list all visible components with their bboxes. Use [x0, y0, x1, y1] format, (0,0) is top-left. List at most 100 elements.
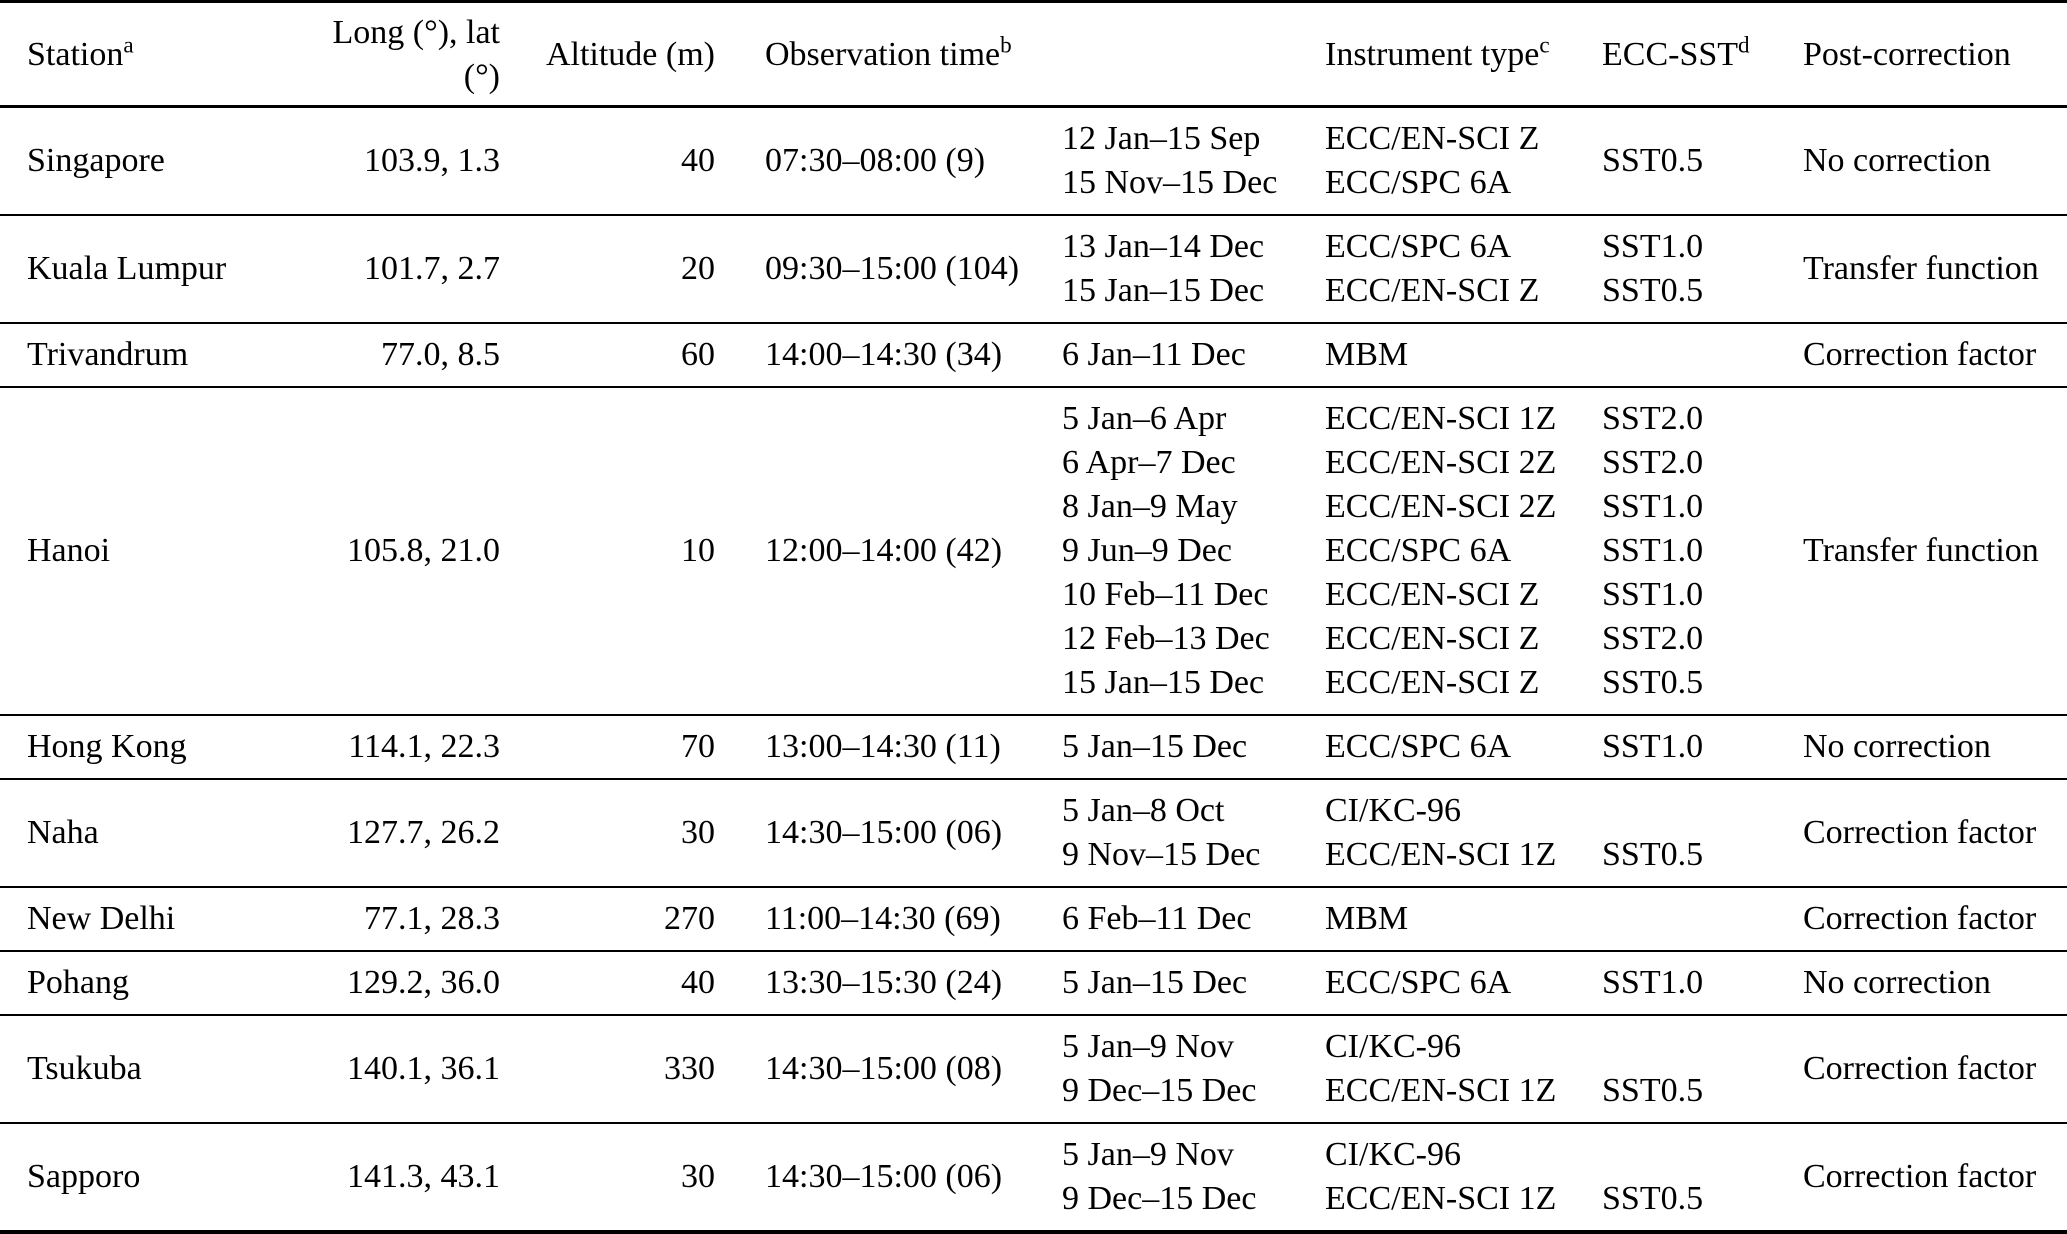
period-list: 12 Jan–15 Sep 15 Nov–15 Dec — [1062, 117, 1325, 205]
station-name: Kuala Lumpur — [27, 250, 227, 287]
cell-line — [1602, 897, 1803, 941]
cell-line: ECC/EN-SCI Z — [1325, 664, 1540, 701]
cell-line: 5 Jan–15 Dec — [1062, 728, 1248, 765]
header-post-correction: Post-correction — [1803, 33, 2067, 77]
station-name: Hanoi — [27, 532, 111, 569]
longlat-value: 127.7, 26.2 — [347, 814, 500, 851]
altitude-value: 20 — [681, 250, 715, 287]
footnote-marker-b: b — [1000, 32, 1012, 59]
period-list: 5 Jan–15 Dec — [1062, 725, 1325, 769]
header-instrument: Instrument typec — [1325, 33, 1602, 77]
cell-line: MBM — [1325, 900, 1409, 937]
post-correction-value: Transfer function — [1803, 532, 2039, 569]
altitude-value: 40 — [681, 142, 715, 179]
ecc-sst-value: SST0.5 — [1602, 142, 1704, 179]
header-longlat-label: Long (°), lat (°) — [332, 14, 501, 95]
ecc-sst-list: SST1.0 SST0.5 — [1602, 225, 1803, 313]
header-station-label: Station — [27, 36, 124, 73]
cell-line: SST0.5 — [1602, 1180, 1704, 1217]
cell-line: SST1.0 — [1602, 576, 1704, 613]
cell-line: CI/KC-96 — [1325, 1136, 1461, 1173]
cell-line: SST2.0 — [1602, 400, 1704, 437]
post-correction-value: No correction — [1803, 728, 1991, 765]
cell-line: ECC/SPC 6A — [1325, 164, 1512, 201]
altitude-value: 330 — [664, 1050, 715, 1087]
observation-time-value: 13:00–14:30 (11) — [765, 728, 1001, 765]
cell-line: CI/KC-96 — [1325, 792, 1461, 829]
altitude-value: 270 — [664, 900, 715, 937]
station-name: Trivandrum — [27, 336, 189, 373]
cell-line: 15 Jan–15 Dec — [1062, 272, 1265, 309]
header-ecc-sst-label: ECC-SST — [1602, 36, 1739, 73]
cell-line: ECC/SPC 6A — [1325, 228, 1512, 265]
cell-line: 5 Jan–15 Dec — [1062, 964, 1248, 1001]
ecc-sst-list: SST0.5 — [1602, 1025, 1803, 1113]
longlat-value: 141.3, 43.1 — [347, 1158, 500, 1195]
header-altitude-label: Altitude (m) — [545, 36, 715, 73]
observation-time-value: 11:00–14:30 (69) — [765, 900, 1001, 937]
cell-line: ECC/EN-SCI 1Z — [1325, 1180, 1557, 1217]
cell-line: ECC/EN-SCI Z — [1325, 120, 1540, 157]
cell-line: SST2.0 — [1602, 444, 1704, 481]
cell-line: SST1.0 — [1602, 488, 1704, 525]
cell-line: 9 Nov–15 Dec — [1062, 836, 1261, 873]
observation-time-value: 13:30–15:30 (24) — [765, 964, 1003, 1001]
cell-line: 9 Dec–15 Dec — [1062, 1180, 1257, 1217]
cell-line: SST0.5 — [1602, 1072, 1704, 1109]
ecc-sst-list: SST1.0 — [1602, 725, 1803, 769]
cell-line: SST1.0 — [1602, 228, 1704, 265]
instrument-list: CI/KC-96 ECC/EN-SCI 1Z — [1325, 1025, 1602, 1113]
header-instrument-label: Instrument type — [1325, 36, 1540, 73]
ecc-sst-list: SST1.0 — [1602, 961, 1803, 1005]
altitude-value: 10 — [681, 532, 715, 569]
station-name: New Delhi — [27, 900, 176, 937]
period-list: 13 Jan–14 Dec 15 Jan–15 Dec — [1062, 225, 1325, 313]
footnote-marker-d: d — [1738, 32, 1750, 59]
cell-line: ECC/EN-SCI 1Z — [1325, 400, 1557, 437]
header-altitude: Altitude (m) — [500, 33, 715, 77]
instrument-list: MBM — [1325, 897, 1602, 941]
station-name: Singapore — [27, 142, 165, 179]
table-row: Singapore 103.9, 1.3 40 07:30–08:00 (9) … — [0, 108, 2067, 214]
ecc-sst-list — [1602, 897, 1803, 941]
table-row: Tsukuba 140.1, 36.1 330 14:30–15:00 (08)… — [0, 1014, 2067, 1122]
post-correction-value: Correction factor — [1803, 336, 2037, 373]
station-name: Hong Kong — [27, 728, 187, 765]
cell-line: ECC/EN-SCI 1Z — [1325, 836, 1557, 873]
header-ecc-sst: ECC-SSTd — [1602, 33, 1803, 77]
footnote-marker-c: c — [1539, 32, 1550, 59]
station-name: Pohang — [27, 964, 129, 1001]
cell-line: 5 Jan–9 Nov — [1062, 1136, 1234, 1173]
table-row: Hong Kong 114.1, 22.3 70 13:00–14:30 (11… — [0, 714, 2067, 778]
observation-time-value: 14:30–15:00 (06) — [765, 814, 1003, 851]
observation-time-value: 14:30–15:00 (08) — [765, 1050, 1003, 1087]
cell-line: 6 Jan–11 Dec — [1062, 336, 1246, 373]
cell-line — [1602, 1025, 1803, 1069]
cell-line: SST0.5 — [1602, 836, 1704, 873]
cell-line: CI/KC-96 — [1325, 1028, 1461, 1065]
cell-line: ECC/EN-SCI 2Z — [1325, 488, 1557, 525]
observation-time-value: 14:00–14:30 (34) — [765, 336, 1003, 373]
post-correction-value: No correction — [1803, 964, 1991, 1001]
cell-line: ECC/SPC 6A — [1325, 532, 1512, 569]
ecc-sst-list: SST0.5 — [1602, 117, 1803, 205]
header-station: Stationa — [0, 33, 330, 77]
period-list: 5 Jan–9 Nov 9 Dec–15 Dec — [1062, 1025, 1325, 1113]
period-list: 6 Jan–11 Dec — [1062, 333, 1325, 377]
table-row: Kuala Lumpur 101.7, 2.7 20 09:30–15:00 (… — [0, 214, 2067, 322]
cell-line: 6 Feb–11 Dec — [1062, 900, 1252, 937]
instrument-list: CI/KC-96 ECC/EN-SCI 1Z — [1325, 1133, 1602, 1221]
cell-line: 12 Jan–15 Sep — [1062, 120, 1261, 157]
header-post-correction-label: Post-correction — [1803, 36, 2011, 73]
cell-line: 8 Jan–9 May — [1062, 488, 1238, 525]
cell-line: SST1.0 — [1602, 532, 1704, 569]
cell-line: SST1.0 — [1602, 964, 1704, 1001]
cell-line: 9 Jun–9 Dec — [1062, 532, 1232, 569]
longlat-value: 77.1, 28.3 — [364, 900, 500, 937]
longlat-value: 101.7, 2.7 — [364, 250, 500, 287]
cell-line: ECC/EN-SCI Z — [1325, 576, 1540, 613]
station-name: Naha — [27, 814, 99, 851]
header-observation-time: Observation timeb — [715, 33, 1062, 77]
post-correction-value: Correction factor — [1803, 814, 2037, 851]
observation-time-value: 07:30–08:00 (9) — [765, 142, 986, 179]
